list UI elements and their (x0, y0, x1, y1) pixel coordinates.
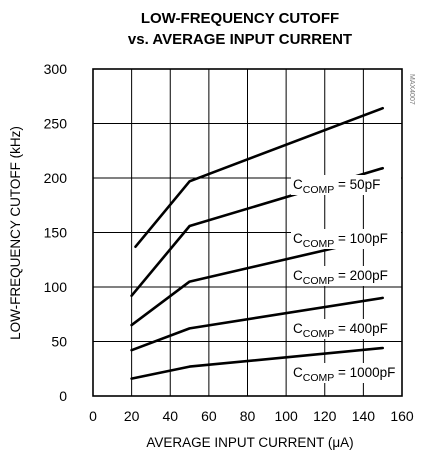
y-tick-label: 0 (59, 388, 67, 404)
grid (93, 69, 402, 396)
series-line (130, 296, 385, 352)
figure-id: MAX4007 (408, 74, 415, 105)
chart-title-line-2: vs. AVERAGE INPUT CURRENT (128, 31, 352, 48)
y-tick-label: 50 (51, 334, 67, 350)
x-tick-label: 120 (313, 408, 337, 424)
chart-title-line-1: LOW-FREQUENCY CUTOFF (141, 10, 339, 27)
series-label-main: C (293, 321, 303, 336)
y-tick-label: 200 (44, 170, 68, 186)
y-tick-label: 250 (44, 116, 68, 132)
series-label-subscript: COMP (303, 184, 335, 196)
x-tick-label: 40 (162, 408, 178, 424)
series-label-background (291, 175, 401, 195)
x-tick-label: 0 (89, 408, 97, 424)
series-line (130, 235, 385, 327)
y-tick-label: 150 (44, 225, 68, 241)
x-tick-label: 100 (274, 408, 298, 424)
x-axis-label: AVERAGE INPUT CURRENT (μA) (146, 435, 353, 450)
plot-border (92, 68, 403, 397)
series-group (130, 106, 385, 380)
series-line (134, 106, 385, 248)
x-tick-label: 160 (390, 408, 414, 424)
plot-frame (92, 68, 403, 397)
series-label-subscript: COMP (303, 238, 335, 250)
x-axis: 0 20 40 60 80 100 120 140 160 (89, 408, 414, 424)
series-label: CCOMP = 100pF (293, 231, 388, 250)
series-label-main: C (293, 177, 303, 192)
series-label-value: = 1000pF (334, 365, 395, 380)
series-label-value: = 50pF (334, 177, 380, 192)
series-label: CCOMP = 50pF (293, 177, 380, 196)
x-tick-label: 60 (201, 408, 217, 424)
series-label-subscript: COMP (303, 275, 335, 287)
series-label: CCOMP = 200pF (293, 268, 388, 287)
series-label-background (291, 363, 401, 383)
series-label: CCOMP = 400pF (293, 321, 388, 340)
series-label-subscript: COMP (303, 328, 335, 340)
y-tick-label: 300 (44, 61, 68, 77)
series-label-main: C (293, 231, 303, 246)
y-tick-label: 100 (44, 279, 68, 295)
x-tick-label: 20 (124, 408, 140, 424)
series-label-background (291, 229, 401, 249)
series-line (130, 346, 385, 380)
series-label-value: = 400pF (334, 321, 388, 336)
series-label-main: C (293, 268, 303, 283)
series-label-value: = 100pF (334, 231, 388, 246)
y-axis: 0 50 100 150 200 250 300 (44, 61, 68, 404)
y-axis-label: LOW-FREQUENCY CUTOFF (kHz) (8, 126, 23, 340)
x-tick-label: 140 (352, 408, 376, 424)
series-label-background (291, 319, 401, 339)
series-label-main: C (293, 365, 303, 380)
series-label-subscript: COMP (303, 372, 335, 384)
series-label: CCOMP = 1000pF (293, 365, 395, 384)
x-tick-label: 80 (240, 408, 256, 424)
series-label-value: = 200pF (334, 268, 388, 283)
series-label-background (291, 266, 401, 286)
